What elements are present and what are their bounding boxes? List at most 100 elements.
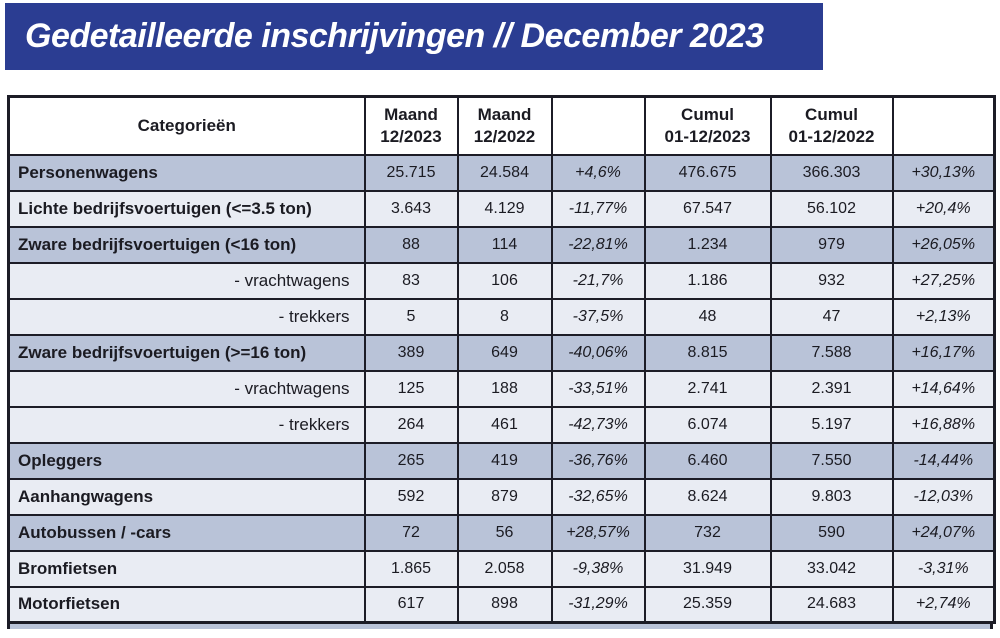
value-cell: 1.865 — [363, 549, 459, 588]
header-categories: Categorieën — [7, 95, 366, 156]
value-cell: 188 — [456, 369, 553, 408]
value-cell: 47 — [769, 297, 894, 336]
value-cell: 366.303 — [769, 153, 894, 192]
category-cell: Zware bedrijfsvoertuigen (<16 ton) — [7, 225, 366, 264]
table-row: Zware bedrijfsvoertuigen (<16 ton) 88 11… — [7, 225, 996, 264]
pct-cell: +30,13% — [891, 153, 996, 192]
value-cell: 56.102 — [769, 189, 894, 228]
pct-cell: +2,74% — [891, 585, 996, 624]
table-row: - trekkers 264 461 -42,73% 6.074 5.197 +… — [7, 405, 996, 444]
value-cell: 2.391 — [769, 369, 894, 408]
table-row: Lichte bedrijfsvoertuigen (<=3.5 ton) 3.… — [7, 189, 996, 228]
table-row: Motorfietsen 617 898 -31,29% 25.359 24.6… — [7, 585, 996, 624]
value-cell: 389 — [363, 333, 459, 372]
pct-cell: -21,7% — [550, 261, 646, 300]
category-cell: Aanhangwagens — [7, 477, 366, 516]
table-body: Personenwagens 25.715 24.584 +4,6% 476.6… — [7, 153, 996, 624]
value-cell: 31.949 — [643, 549, 772, 588]
value-cell: 5 — [363, 297, 459, 336]
value-cell: 732 — [643, 513, 772, 552]
header-month-2023: Maand 12/2023 — [363, 95, 459, 156]
header-cumul-2022: Cumul 01-12/2022 — [769, 95, 894, 156]
value-cell: 114 — [456, 225, 553, 264]
value-cell: 461 — [456, 405, 553, 444]
value-cell: 476.675 — [643, 153, 772, 192]
pct-cell: -36,76% — [550, 441, 646, 480]
category-cell: Zware bedrijfsvoertuigen (>=16 ton) — [7, 333, 366, 372]
pct-cell: +26,05% — [891, 225, 996, 264]
value-cell: 879 — [456, 477, 553, 516]
title-banner: Gedetailleerde inschrijvingen // Decembe… — [5, 3, 823, 70]
header-label: Cumul — [681, 104, 734, 124]
pct-cell: +20,4% — [891, 189, 996, 228]
header-label: Cumul — [805, 104, 858, 124]
pct-cell: +16,17% — [891, 333, 996, 372]
value-cell: 83 — [363, 261, 459, 300]
header-label: Categorieën — [137, 115, 236, 135]
pct-cell: -11,77% — [550, 189, 646, 228]
category-cell: - trekkers — [7, 297, 366, 336]
value-cell: 88 — [363, 225, 459, 264]
pct-cell: -33,51% — [550, 369, 646, 408]
pct-cell: -22,81% — [550, 225, 646, 264]
pct-cell: -32,65% — [550, 477, 646, 516]
value-cell: 590 — [769, 513, 894, 552]
header-label: 12/2022 — [473, 126, 536, 146]
value-cell: 1.234 — [643, 225, 772, 264]
header-cumul-2023: Cumul 01-12/2023 — [643, 95, 772, 156]
pct-cell: -12,03% — [891, 477, 996, 516]
header-label: 01-12/2023 — [664, 126, 751, 146]
pct-cell: -14,44% — [891, 441, 996, 480]
category-cell: - vrachtwagens — [7, 261, 366, 300]
table-header: Categorieën Maand 12/2023 Maand 12/2022 … — [7, 95, 996, 156]
category-cell: Motorfietsen — [7, 585, 366, 624]
value-cell: 6.074 — [643, 405, 772, 444]
table-row: Opleggers 265 419 -36,76% 6.460 7.550 -1… — [7, 441, 996, 480]
table-row: Autobussen / -cars 72 56 +28,57% 732 590… — [7, 513, 996, 552]
pct-cell: +16,88% — [891, 405, 996, 444]
partial-next-row — [7, 624, 993, 629]
value-cell: 8.624 — [643, 477, 772, 516]
value-cell: 592 — [363, 477, 459, 516]
page-title: Gedetailleerde inschrijvingen // Decembe… — [25, 17, 764, 55]
category-cell: Opleggers — [7, 441, 366, 480]
header-row: Categorieën Maand 12/2023 Maand 12/2022 … — [7, 95, 996, 156]
pct-cell: +27,25% — [891, 261, 996, 300]
value-cell: 617 — [363, 585, 459, 624]
value-cell: 67.547 — [643, 189, 772, 228]
header-label: Maand — [477, 104, 532, 124]
value-cell: 25.715 — [363, 153, 459, 192]
header-month-2022: Maand 12/2022 — [456, 95, 553, 156]
value-cell: 7.588 — [769, 333, 894, 372]
value-cell: 1.186 — [643, 261, 772, 300]
header-label: Maand — [384, 104, 438, 124]
pct-cell: +24,07% — [891, 513, 996, 552]
value-cell: 6.460 — [643, 441, 772, 480]
value-cell: 898 — [456, 585, 553, 624]
category-cell: Bromfietsen — [7, 549, 366, 588]
pct-cell: +2,13% — [891, 297, 996, 336]
table-row: Personenwagens 25.715 24.584 +4,6% 476.6… — [7, 153, 996, 192]
value-cell: 5.197 — [769, 405, 894, 444]
category-cell: Lichte bedrijfsvoertuigen (<=3.5 ton) — [7, 189, 366, 228]
category-cell: Autobussen / -cars — [7, 513, 366, 552]
header-label: 01-12/2022 — [788, 126, 875, 146]
value-cell: 419 — [456, 441, 553, 480]
value-cell: 125 — [363, 369, 459, 408]
value-cell: 2.741 — [643, 369, 772, 408]
pct-cell: -3,31% — [891, 549, 996, 588]
header-cumul-pct — [891, 95, 996, 156]
pct-cell: +28,57% — [550, 513, 646, 552]
category-cell: - vrachtwagens — [7, 369, 366, 408]
table-row: Aanhangwagens 592 879 -32,65% 8.624 9.80… — [7, 477, 996, 516]
header-label: 12/2023 — [380, 126, 442, 146]
value-cell: 9.803 — [769, 477, 894, 516]
table-row: - trekkers 5 8 -37,5% 48 47 +2,13% — [7, 297, 996, 336]
pct-cell: -9,38% — [550, 549, 646, 588]
value-cell: 979 — [769, 225, 894, 264]
value-cell: 2.058 — [456, 549, 553, 588]
value-cell: 24.683 — [769, 585, 894, 624]
value-cell: 7.550 — [769, 441, 894, 480]
value-cell: 8 — [456, 297, 553, 336]
pct-cell: +4,6% — [550, 153, 646, 192]
